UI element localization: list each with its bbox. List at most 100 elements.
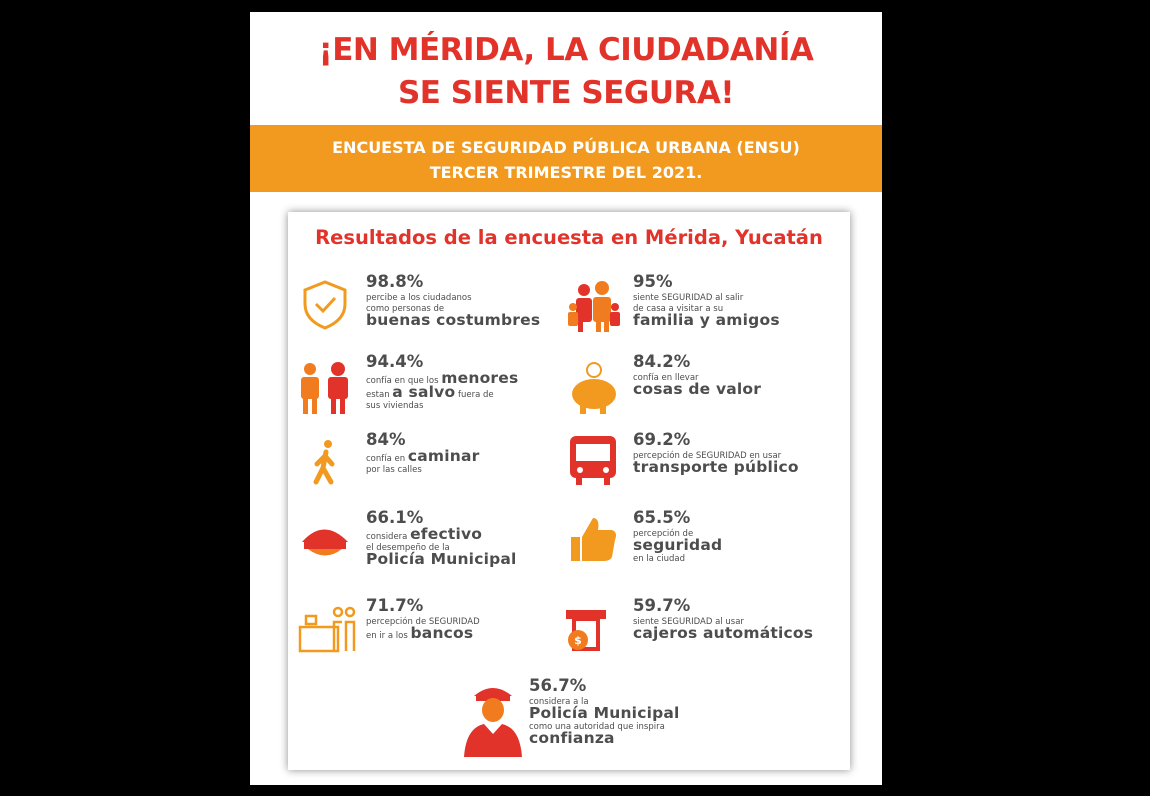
results-panel: Resultados de la encuesta en Mérida, Yuc… bbox=[288, 212, 850, 770]
percentage: 59.7% bbox=[633, 596, 691, 615]
description-line: Policía Municipal bbox=[529, 705, 680, 722]
description-text: confía en que los bbox=[366, 375, 442, 386]
survey-item: 69.2% percepción de SEGURIDAD en usar tran… bbox=[633, 430, 799, 476]
survey-item: 84.2% confía en llevar cosas de valor bbox=[633, 352, 761, 398]
description-text: estan bbox=[366, 389, 393, 400]
description-text: como una autoridad que inspira bbox=[529, 721, 665, 732]
percentage: 65.5% bbox=[633, 508, 691, 527]
percentage: 56.7% bbox=[529, 676, 587, 695]
description-text: el desempeño de la bbox=[366, 542, 450, 553]
highlight-text: Policía Municipal bbox=[366, 549, 517, 568]
banner: ENCUESTA DE SEGURIDAD PÚBLICA URBANA (EN… bbox=[250, 125, 882, 192]
icon-piggy bbox=[572, 362, 616, 414]
highlight-text: transporte público bbox=[633, 457, 799, 476]
icon-bus bbox=[570, 436, 616, 485]
description-line: buenas costumbres bbox=[366, 312, 540, 329]
description-line: percibe a los ciudadanos bbox=[366, 293, 540, 304]
description-line: percepción de SEGURIDAD en usar bbox=[633, 451, 799, 462]
survey-item: 56.7% considera a la Policía Municipal como… bbox=[529, 676, 680, 747]
icon-children bbox=[301, 362, 348, 414]
description-line: considera efectivo bbox=[366, 526, 517, 543]
description-text: siente SEGURIDAD al salir bbox=[633, 292, 744, 303]
description-text: como personas de bbox=[366, 303, 445, 314]
percentage: 84.2% bbox=[633, 352, 691, 371]
description-line: estan a salvo fuera de bbox=[366, 384, 518, 401]
description-line: como personas de bbox=[366, 304, 540, 315]
description-line: percepción de SEGURIDAD bbox=[366, 617, 480, 628]
description-text: percepción de SEGURIDAD bbox=[366, 616, 480, 627]
description-text: por las calles bbox=[366, 464, 422, 475]
percentage: 71.7% bbox=[366, 596, 424, 615]
survey-item: 71.7% percepción de SEGURIDAD en ir a los … bbox=[366, 596, 480, 642]
svg-text:$: $ bbox=[574, 634, 582, 647]
description-text: en ir a los bbox=[366, 630, 411, 641]
highlight-text: bancos bbox=[410, 623, 474, 642]
percentage: 69.2% bbox=[633, 430, 691, 449]
description-text: fuera de bbox=[455, 389, 494, 400]
highlight-text: buenas costumbres bbox=[366, 310, 541, 329]
description-line: el desempeño de la bbox=[366, 543, 517, 554]
highlight-text: confianza bbox=[529, 728, 615, 747]
survey-item: 59.7% siente SEGURIDAD al usar cajeros aut… bbox=[633, 596, 813, 642]
banner-text: ENCUESTA DE SEGURIDAD PÚBLICA URBANA (EN… bbox=[332, 138, 800, 157]
highlight-text: Policía Municipal bbox=[529, 703, 680, 722]
description-line: en la ciudad bbox=[633, 554, 722, 565]
description-line: siente SEGURIDAD al salir bbox=[633, 293, 780, 304]
highlight-text: familia y amigos bbox=[633, 310, 780, 329]
title: SE SIENTE SEGURA! bbox=[397, 75, 735, 111]
icon-walker bbox=[313, 440, 335, 485]
description-line: Policía Municipal bbox=[366, 551, 517, 568]
description-text: confía en bbox=[366, 453, 408, 464]
highlight-text: cajeros automáticos bbox=[633, 623, 814, 642]
description-line: confía en caminar bbox=[366, 448, 480, 465]
description-line: como una autoridad que inspira bbox=[529, 722, 680, 733]
survey-item: 65.5% percepción de seguridad en la ciudad bbox=[633, 508, 722, 565]
highlight-text: seguridad bbox=[633, 535, 723, 554]
icon-atm: $ bbox=[566, 610, 606, 651]
description-line: seguridad bbox=[633, 537, 722, 554]
icon-bank bbox=[298, 606, 356, 653]
percentage: 95% bbox=[633, 272, 673, 291]
description-line: transporte público bbox=[633, 459, 799, 476]
title: ¡EN MÉRIDA, LA CIUDADANÍA bbox=[318, 32, 814, 68]
infographic-card: ¡EN MÉRIDA, LA CIUDADANÍA SE SIENTE SEGU… bbox=[250, 12, 882, 785]
description-text: de casa a visitar a su bbox=[633, 303, 724, 314]
highlight-text: cosas de valor bbox=[633, 379, 762, 398]
survey-item: 66.1% considera efectivo el desempeño de l… bbox=[366, 509, 517, 568]
highlight-text: efectivo bbox=[410, 524, 483, 543]
percentage: 94.4% bbox=[366, 352, 424, 371]
description-text: sus viviendas bbox=[366, 400, 424, 411]
survey-item: 98.8% percibe a los ciudadanos como person… bbox=[366, 272, 540, 329]
description-text: percepción de SEGURIDAD en usar bbox=[633, 450, 782, 461]
description-text: percepción de bbox=[633, 528, 694, 539]
description-line: cosas de valor bbox=[633, 381, 761, 398]
icon-officer bbox=[464, 688, 522, 757]
survey-item: 94.4% confía en que los menores estan a sa… bbox=[366, 352, 519, 412]
banner-text: TERCER TRIMESTRE DEL 2021. bbox=[429, 163, 703, 182]
description-text: confía en llevar bbox=[633, 372, 699, 383]
description-line: considera a la bbox=[529, 697, 680, 708]
highlight-text: caminar bbox=[407, 446, 480, 465]
icon-family bbox=[568, 281, 620, 332]
survey-item: 84% confía en caminar por las calles bbox=[366, 430, 480, 476]
icon-shield bbox=[303, 280, 347, 330]
description-text: considera bbox=[366, 531, 411, 542]
subtitle: Resultados de la encuesta en Mérida, Yuc… bbox=[315, 226, 823, 249]
percentage: 98.8% bbox=[366, 272, 424, 291]
description-line: en ir a los bancos bbox=[366, 625, 480, 642]
description-text: percibe a los ciudadanos bbox=[366, 292, 472, 303]
highlight-text: a salvo bbox=[392, 382, 456, 401]
description-line: de casa a visitar a su bbox=[633, 304, 780, 315]
description-text: siente SEGURIDAD al usar bbox=[633, 616, 744, 627]
description-line: cajeros automáticos bbox=[633, 625, 813, 642]
icons: $ bbox=[298, 280, 620, 757]
percentage: 84% bbox=[366, 430, 406, 449]
survey-item: 95% siente SEGURIDAD al salir de casa a vi… bbox=[633, 272, 780, 329]
description-line: confía en llevar bbox=[633, 373, 761, 384]
description-line: siente SEGURIDAD al usar bbox=[633, 617, 813, 628]
description-line: por las calles bbox=[366, 465, 480, 476]
highlight-text: menores bbox=[441, 368, 519, 387]
icon-thumb bbox=[571, 518, 616, 561]
description-line: confianza bbox=[529, 730, 680, 747]
